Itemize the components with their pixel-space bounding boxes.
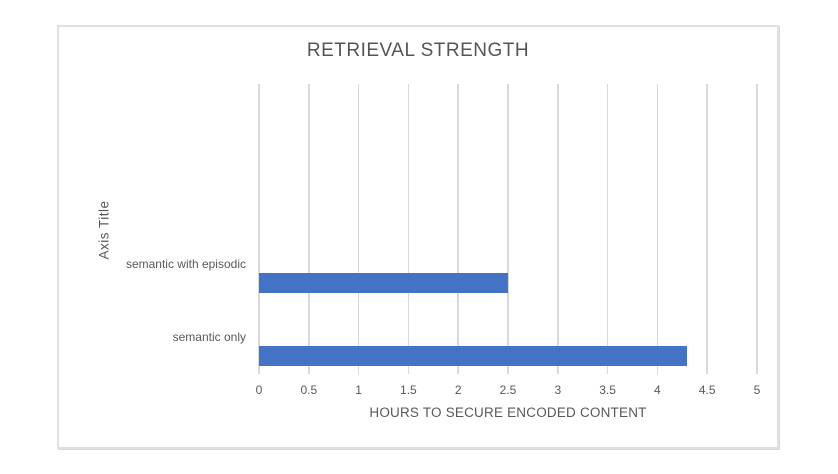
x-tick-label-4: 4 (654, 383, 661, 397)
gridline-x-1.5 (407, 84, 410, 374)
category-label-semantic-only: semantic only (172, 329, 246, 344)
gridline-x-0 (258, 84, 260, 374)
x-tick-label-5: 5 (753, 383, 761, 397)
gridline-x-0.5 (308, 84, 310, 374)
x-tick-label-0: 0 (255, 383, 263, 397)
gridline-x-3.5 (606, 84, 609, 374)
gridline-x-1 (357, 84, 360, 374)
chart-frame: RETRIEVAL STRENGTH Axis Title HOURS TO S… (57, 25, 779, 449)
x-tick-label-3.5: 3.5 (599, 383, 616, 397)
x-tick-label-4.5: 4.5 (698, 383, 716, 397)
x-tick-label-1.5: 1.5 (400, 383, 417, 397)
x-tick-label-3: 3 (554, 383, 562, 397)
y-axis-title-text: Axis Title (96, 200, 112, 260)
gridline-x-2.5 (507, 84, 509, 374)
x-tick-label-2.5: 2.5 (499, 383, 517, 397)
gridline-x-2 (457, 84, 459, 374)
x-tick-label-0.5: 0.5 (300, 383, 318, 397)
gridline-x-4.5 (706, 84, 708, 374)
bar-semantic-only (259, 345, 688, 366)
gridline-x-4 (656, 84, 659, 374)
plot-area (258, 84, 758, 374)
category-label-semantic-with-episodic: semantic with episodic (125, 257, 246, 272)
gridline-x-3 (557, 84, 559, 374)
bar-semantic-with-episodic (259, 273, 508, 294)
x-axis-title: HOURS TO SECURE ENCODED CONTENT (369, 405, 647, 420)
x-tick-label-2: 2 (454, 383, 462, 397)
x-tick-label-1: 1 (355, 383, 362, 397)
gridline-x-5 (756, 84, 758, 374)
chart-title: RETRIEVAL STRENGTH (306, 40, 530, 61)
